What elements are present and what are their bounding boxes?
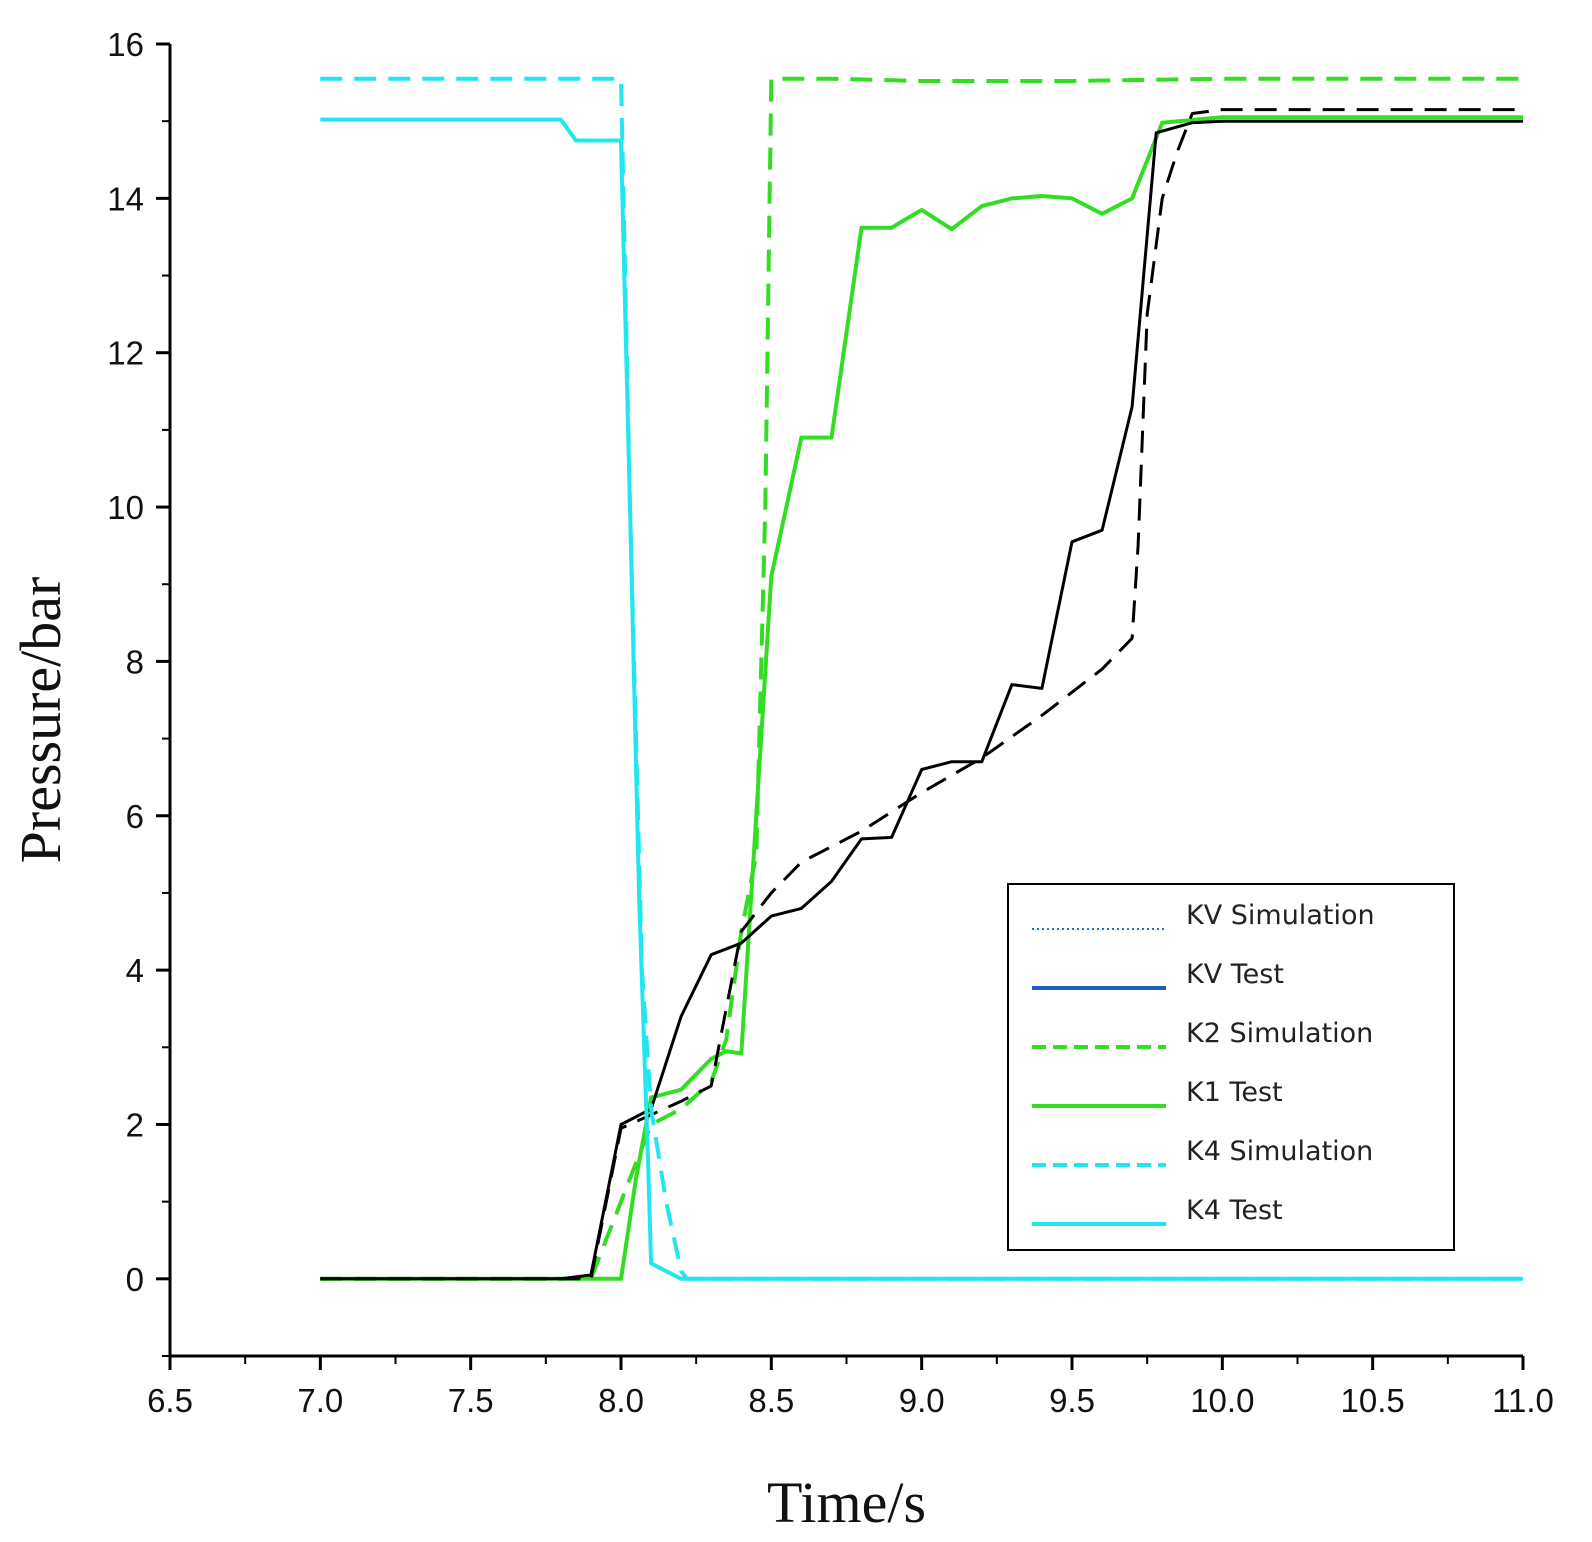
x-tick-label: 10.5 [1341,1382,1405,1419]
x-tick-label: 8.5 [748,1382,794,1419]
x-tick-label: 8.0 [598,1382,644,1419]
x-tick-label: 9.5 [1049,1382,1095,1419]
legend-label: K4 Test [1186,1195,1283,1226]
series-line-k4-test [320,117,1523,1281]
legend-label: KV Test [1186,959,1284,990]
y-tick-label: 6 [126,798,144,835]
legend-label: K4 Simulation [1186,1136,1373,1167]
y-axis-title: Pressure/bar [8,577,73,864]
x-tick-label: 11.0 [1492,1382,1554,1419]
series-line-k1-test [320,115,1523,1281]
x-tick-label: 7.5 [448,1382,494,1419]
x-tick-label: 6.5 [147,1382,193,1419]
legend-label: KV Simulation [1186,900,1375,931]
x-tick-label: 9.0 [899,1382,945,1419]
axes: 6.5 7.0 7.5 8.0 8.5 9.0 9.5 10.0 10.5 11.0 0 2 4 6 8 10… [107,26,1554,1419]
y-tick-label: 10 [107,489,144,526]
legend: KV Simulation KV Test K2 Simulation K1 Test… [1007,883,1455,1251]
y-tick-label: 16 [107,26,144,63]
y-tick-label: 14 [107,180,144,217]
x-tick-label: 7.0 [297,1382,343,1419]
y-tick-label: 4 [126,952,144,989]
x-axis-title: Time/s [767,1470,926,1535]
y-tick-label: 12 [107,335,144,372]
legend-box [1007,883,1455,1251]
y-tick-label: 0 [126,1261,144,1298]
series-line-kv-simulation [320,108,1523,1281]
legend-label: K2 Simulation [1186,1018,1373,1049]
series-layer [320,76,1523,1281]
x-tick-label: 10.0 [1190,1382,1254,1419]
legend-label: K1 Test [1186,1077,1283,1108]
y-tick-label: 2 [126,1106,144,1143]
y-tick-label: 8 [126,643,144,680]
